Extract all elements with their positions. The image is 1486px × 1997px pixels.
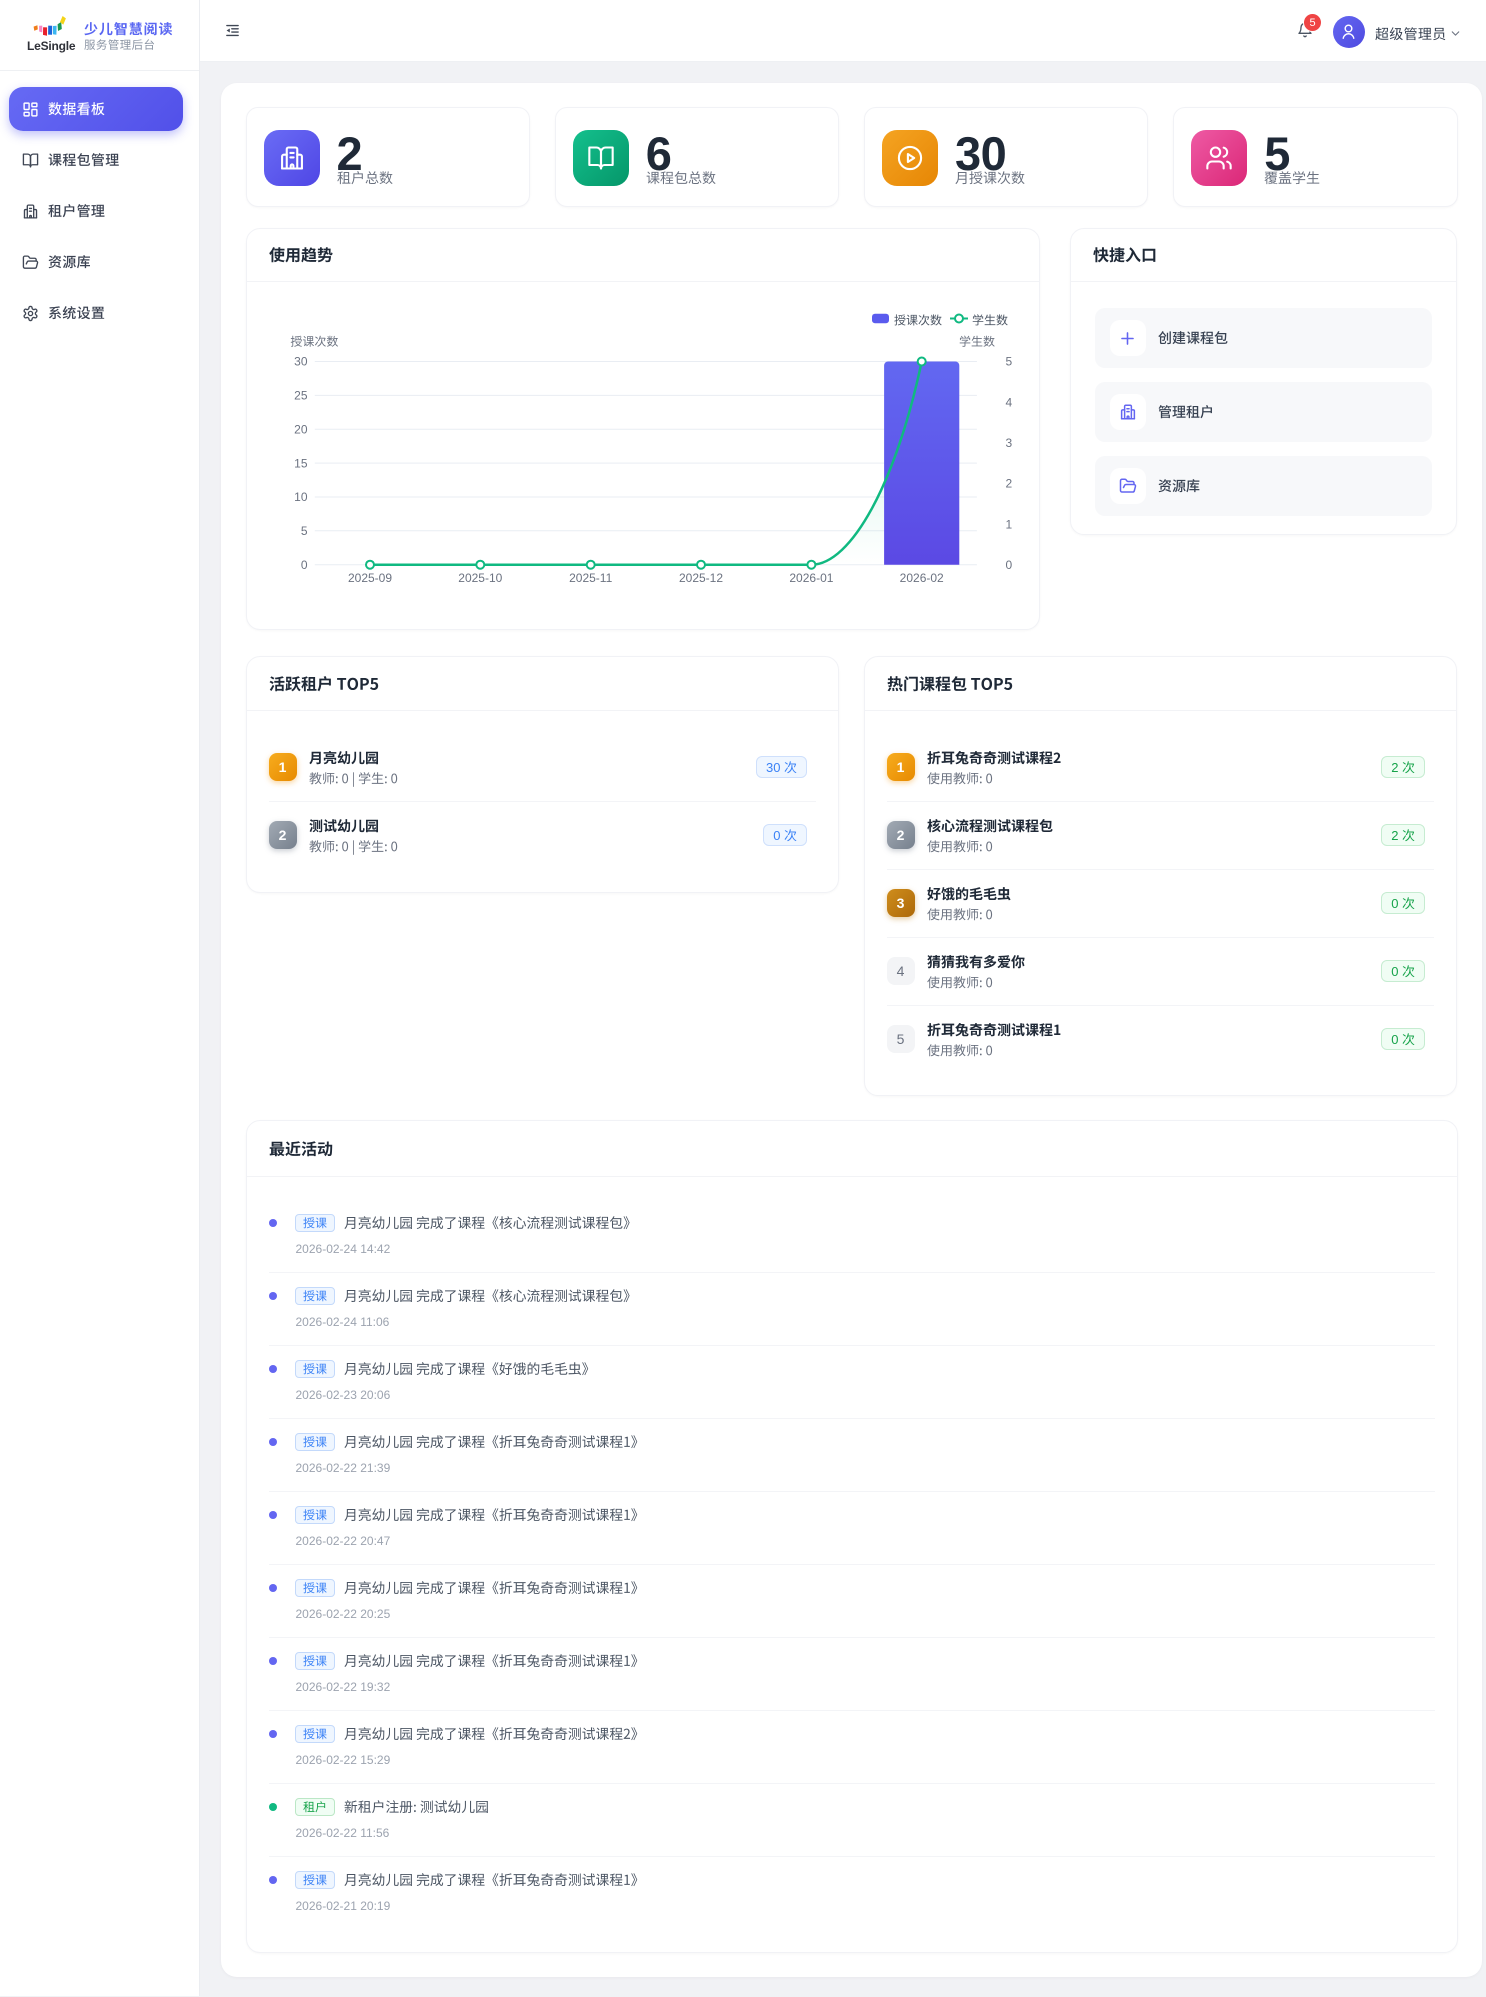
svg-text:2026-02: 2026-02 [899,571,943,585]
svg-text:2025-09: 2025-09 [347,571,391,585]
svg-text:30: 30 [294,355,308,369]
svg-text:3: 3 [1005,436,1012,450]
svg-text:1: 1 [1005,517,1012,531]
svg-text:25: 25 [294,389,308,403]
svg-text:15: 15 [294,456,308,470]
svg-text:2: 2 [1005,477,1012,491]
svg-text:0: 0 [1005,558,1012,572]
svg-text:2025-10: 2025-10 [458,571,502,585]
svg-text:10: 10 [294,490,308,504]
svg-text:20: 20 [294,422,308,436]
svg-text:2025-12: 2025-12 [678,571,722,585]
svg-text:0: 0 [300,558,307,572]
svg-text:5: 5 [300,524,307,538]
svg-text:2025-11: 2025-11 [569,571,612,585]
svg-text:4: 4 [1005,395,1012,409]
svg-text:2026-01: 2026-01 [789,571,833,585]
svg-text:5: 5 [1005,355,1012,369]
